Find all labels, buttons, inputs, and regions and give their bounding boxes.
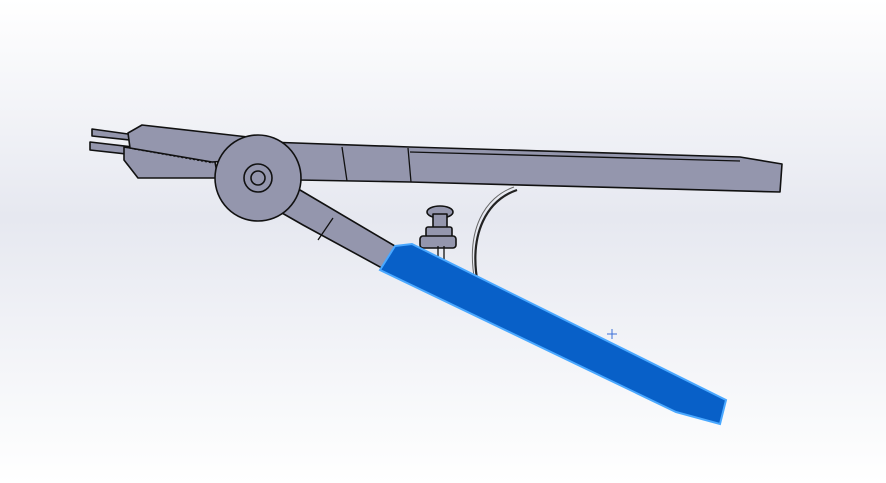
upper-handle-seam-1 [341,146,348,182]
adjustment-screw[interactable] [419,205,457,262]
pivot-joint[interactable] [214,134,302,222]
return-spring[interactable] [474,188,518,286]
lower-handle-seam [317,217,334,241]
jaw-serration [133,148,214,164]
upper-handle-ridge [409,151,741,162]
upper-handle[interactable] [267,141,783,193]
crosshair-icon [607,329,617,339]
upper-handle-seam-2 [407,147,412,183]
lower-handle-grip-selected[interactable] [378,242,728,426]
return-spring-highlight [471,186,515,283]
